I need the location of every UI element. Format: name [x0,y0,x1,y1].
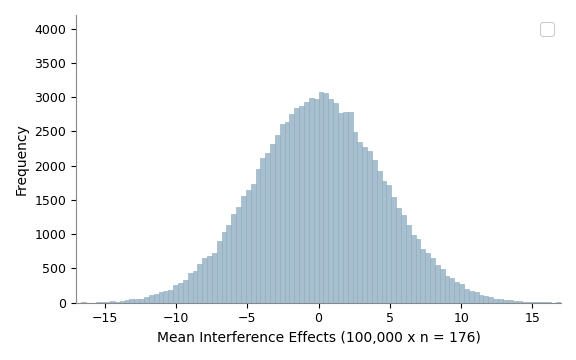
Bar [420,249,425,303]
Bar [178,283,183,303]
Bar [430,258,435,303]
Bar [440,269,445,303]
Bar [401,215,406,303]
Bar [507,300,513,303]
Bar [260,158,265,303]
Bar [285,122,290,303]
Bar [198,264,202,303]
Bar [386,185,391,303]
Bar [382,181,386,303]
Bar [367,151,372,303]
Bar [372,160,377,303]
Bar [217,241,222,303]
Bar [473,292,479,303]
Bar [362,147,367,303]
X-axis label: Mean Interference Effects (100,000 x n = 176): Mean Interference Effects (100,000 x n =… [157,331,480,345]
Bar [241,196,246,303]
Bar [115,302,120,303]
Bar [488,297,493,303]
Bar [246,190,251,303]
Bar [517,301,522,303]
Bar [309,98,314,303]
Bar [149,295,154,303]
Bar [469,291,473,303]
Bar [154,294,158,303]
Bar [105,302,110,303]
Bar [319,93,324,303]
Bar [324,93,328,303]
Bar [343,112,348,303]
Bar [299,106,304,303]
Bar [192,271,198,303]
Bar [290,114,294,303]
Bar [144,297,149,303]
Bar [449,278,454,303]
Bar [275,135,280,303]
Bar [202,258,207,303]
Bar [445,276,449,303]
Bar [396,208,401,303]
Bar [164,291,168,303]
Bar [464,289,469,303]
Bar [435,265,440,303]
Bar [503,300,507,303]
Bar [411,235,415,303]
Bar [124,300,130,303]
Bar [226,225,232,303]
Bar [222,231,226,303]
Bar [513,301,517,303]
Bar [314,99,319,303]
Bar [527,302,532,303]
Bar [236,207,241,303]
Bar [158,292,164,303]
Bar [207,256,212,303]
Bar [348,112,353,303]
Bar [479,294,483,303]
Bar [232,215,236,303]
Bar [333,103,338,303]
Bar [294,108,299,303]
Bar [454,282,459,303]
Bar [391,197,396,303]
Bar [406,225,411,303]
Bar [459,284,464,303]
Bar [537,302,541,303]
Bar [541,302,547,303]
Bar [493,299,498,303]
Bar [251,184,256,303]
Bar [96,302,100,303]
Bar [134,300,139,303]
Bar [415,239,420,303]
Bar [100,302,105,303]
Bar [270,144,275,303]
Bar [110,301,115,303]
Bar [556,302,561,303]
Bar [256,169,260,303]
Bar [168,290,173,303]
Bar [377,171,382,303]
Bar [547,302,551,303]
Bar [353,132,357,303]
Bar [183,280,188,303]
Bar [139,298,144,303]
Bar [425,253,430,303]
Bar [212,253,217,303]
Bar [498,299,503,303]
Bar [328,99,333,303]
Bar [338,113,343,303]
Y-axis label: Frequency: Frequency [15,123,29,195]
Legend:  [540,22,554,36]
Bar [265,153,270,303]
Bar [130,299,134,303]
Bar [188,273,192,303]
Bar [483,296,488,303]
Bar [522,302,527,303]
Bar [120,301,124,303]
Bar [532,302,537,303]
Bar [280,124,285,303]
Bar [173,285,178,303]
Bar [357,142,362,303]
Bar [304,103,309,303]
